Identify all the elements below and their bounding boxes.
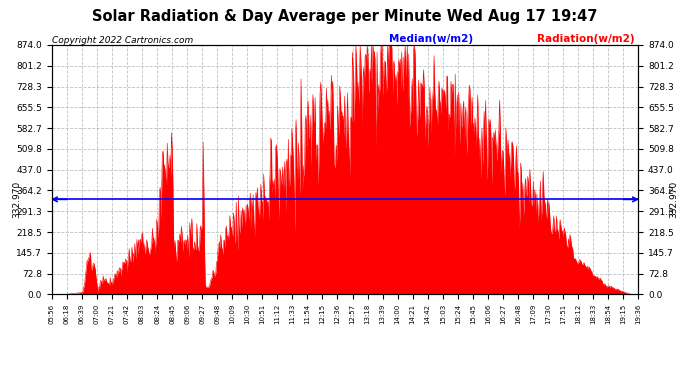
Text: Solar Radiation & Day Average per Minute Wed Aug 17 19:47: Solar Radiation & Day Average per Minute… — [92, 9, 598, 24]
Text: 332.970: 332.970 — [669, 181, 678, 218]
Text: Radiation(w/m2): Radiation(w/m2) — [538, 34, 635, 45]
Text: Median(w/m2): Median(w/m2) — [388, 34, 473, 45]
Text: Copyright 2022 Cartronics.com: Copyright 2022 Cartronics.com — [52, 36, 193, 45]
Text: 332.970: 332.970 — [12, 181, 21, 218]
